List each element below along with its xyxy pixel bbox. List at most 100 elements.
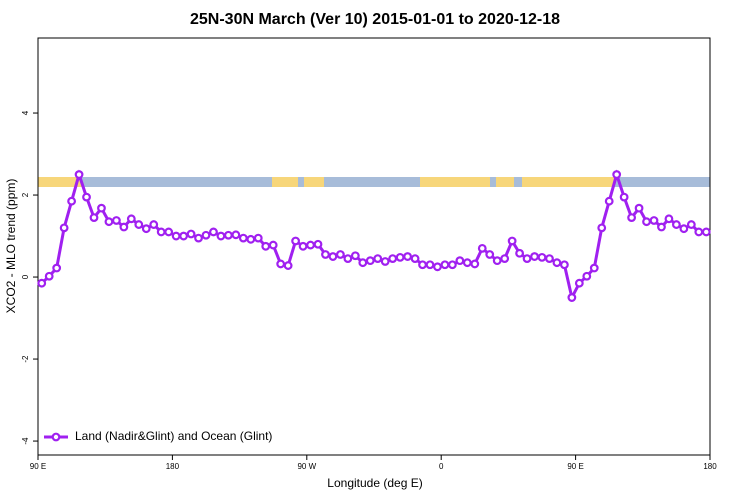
data-point [440, 260, 450, 270]
x-tick-label: 90 E [567, 462, 583, 471]
data-point [604, 196, 614, 206]
data-point [231, 230, 241, 240]
data-point [403, 252, 413, 261]
data-point [111, 216, 121, 225]
data-point [223, 230, 233, 240]
data-point [343, 254, 353, 263]
data-point [433, 262, 442, 272]
data-point [104, 217, 114, 227]
data-point [455, 256, 465, 266]
data-point [186, 229, 196, 239]
data-point [373, 254, 383, 263]
data-point [477, 243, 487, 253]
data-point [134, 220, 144, 229]
data-point [582, 271, 592, 281]
data-point [515, 248, 524, 258]
data-point [358, 258, 368, 268]
data-point [537, 252, 547, 262]
data-point [425, 260, 435, 270]
data-point [470, 259, 480, 269]
data-point [89, 213, 99, 222]
data-point [418, 260, 427, 270]
data-point [298, 241, 308, 251]
data-point [597, 223, 607, 233]
data-point [701, 227, 711, 237]
data-point [37, 278, 47, 288]
data-point [672, 220, 681, 229]
data-point [522, 254, 532, 263]
data-point [74, 170, 84, 179]
data-point [507, 236, 517, 246]
land-strip [304, 177, 324, 187]
x-tick-label: 0 [439, 462, 444, 471]
legend-label: Land (Nadir&Glint) and Ocean (Glint) [75, 429, 272, 443]
data-point [216, 231, 226, 241]
data-point [328, 252, 338, 261]
data-point [141, 224, 151, 234]
chart-title: 25N-30N March (Ver 10) 2015-01-01 to 202… [190, 11, 560, 28]
data-point [664, 214, 674, 224]
data-point [164, 227, 174, 237]
data-point [209, 227, 218, 237]
data-point [201, 230, 211, 240]
y-tick-label: 4 [21, 110, 30, 115]
data-point [589, 263, 599, 273]
data-point [485, 250, 495, 259]
land-strip [496, 177, 514, 187]
data-point [448, 260, 457, 270]
data-point [462, 258, 472, 268]
data-point [306, 240, 315, 250]
x-axis-label: Longitude (deg E) [327, 476, 422, 490]
y-tick-label: 2 [21, 192, 30, 197]
data-point [410, 254, 420, 263]
data-point [686, 220, 696, 229]
data-point [500, 254, 510, 263]
x-tick-label: 180 [703, 462, 717, 471]
data-point [657, 222, 666, 232]
y-axis-label: XCO2 - MLO trend (ppm) [4, 179, 18, 314]
data-point [627, 213, 636, 222]
data-point [552, 258, 562, 268]
data-point [261, 241, 271, 251]
data-point [67, 196, 76, 206]
data-point [171, 231, 181, 241]
data-point [321, 250, 330, 259]
data-point [336, 250, 345, 259]
data-point [119, 222, 129, 232]
data-point [530, 252, 539, 261]
data-point [350, 251, 360, 261]
x-tick-label: 90 E [30, 462, 46, 471]
data-point [619, 192, 629, 202]
data-point [492, 256, 502, 266]
data-point [52, 263, 62, 273]
data-point [642, 217, 651, 227]
land-ocean-strip [38, 177, 710, 187]
data-point [388, 254, 398, 263]
data-point [291, 236, 301, 246]
x-tick-label: 90 W [297, 462, 316, 471]
data-point [44, 271, 54, 281]
data-point [97, 203, 106, 213]
data-point [365, 256, 375, 266]
plot-frame [37, 37, 711, 456]
data-point [649, 216, 659, 225]
data-line [40, 169, 707, 302]
data-point [395, 252, 405, 262]
data-point [156, 227, 166, 237]
data-point [679, 224, 689, 234]
data-point [82, 192, 91, 202]
data-point [149, 220, 159, 229]
data-point [574, 278, 584, 288]
data-point [59, 223, 69, 233]
data-point [238, 233, 248, 243]
data-point [380, 257, 390, 266]
land-strip [38, 177, 82, 187]
data-point [276, 259, 286, 269]
y-tick-label: -4 [21, 437, 30, 445]
data-point [126, 214, 136, 224]
data-point [612, 170, 622, 179]
data-point [179, 231, 189, 241]
land-strip [420, 177, 490, 187]
x-tick-label: 180 [166, 462, 180, 471]
